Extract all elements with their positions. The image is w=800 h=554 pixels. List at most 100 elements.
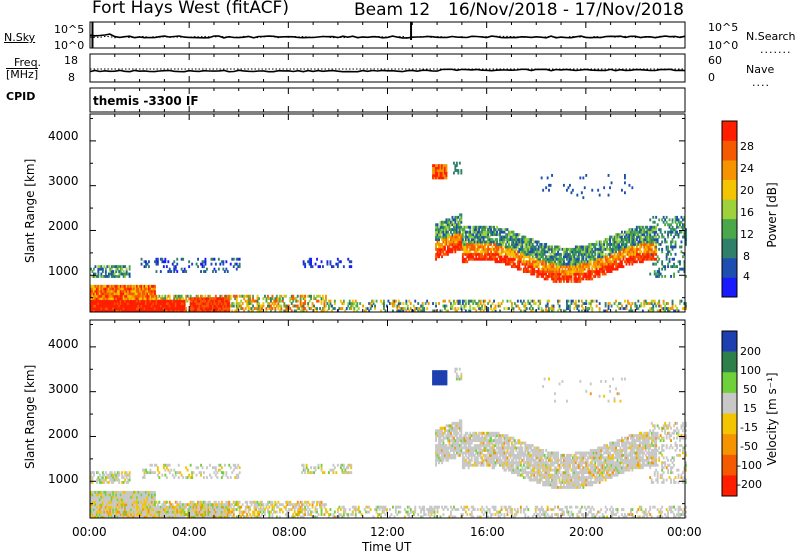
velocity-cell	[127, 510, 130, 514]
power-cell	[493, 299, 495, 303]
power-cell	[588, 267, 591, 271]
power-cell	[139, 297, 141, 301]
velocity-cell	[94, 490, 97, 494]
velocity-cell	[240, 505, 243, 509]
power-cell	[348, 307, 351, 310]
power-cell	[447, 252, 449, 256]
power-cell	[652, 309, 655, 313]
power-cell	[485, 235, 488, 239]
velocity-cell	[106, 500, 109, 504]
velocity-cell	[238, 471, 241, 475]
power-cell	[125, 304, 128, 308]
power-cell	[473, 243, 476, 246]
power-cell	[653, 220, 656, 224]
power-cell	[603, 265, 606, 269]
power-cell	[567, 272, 570, 276]
power-cell	[240, 294, 243, 298]
power-cell	[188, 265, 191, 269]
power-cell	[94, 272, 97, 276]
power-cell	[97, 307, 100, 310]
power-cell	[256, 297, 259, 301]
velocity-cell	[130, 493, 133, 497]
power-cell	[220, 302, 223, 305]
velocity-cell	[115, 476, 118, 479]
power-cell	[476, 238, 479, 241]
power-cell	[109, 284, 112, 288]
power-cell	[246, 304, 249, 308]
power-cell	[447, 247, 449, 251]
power-cell	[481, 255, 484, 259]
velocity-cell	[256, 510, 259, 514]
power-cell	[93, 299, 95, 303]
power-cell	[124, 307, 127, 310]
power-cell	[598, 275, 601, 278]
velocity-cell	[119, 510, 122, 514]
power-cell	[469, 225, 472, 229]
velocity-cell	[177, 463, 180, 467]
velocity-cell	[235, 473, 238, 477]
power-cell	[512, 233, 515, 237]
power-cell	[304, 265, 307, 269]
power-cell	[668, 250, 671, 254]
velocity-cell	[139, 510, 141, 514]
power-cell	[238, 265, 241, 269]
power-cell	[214, 297, 217, 301]
power-cell	[604, 247, 607, 251]
velocity-cell	[183, 515, 186, 519]
power-cell	[316, 257, 318, 261]
velocity-cell	[197, 508, 199, 511]
power-cell	[673, 265, 675, 269]
power-cell	[638, 225, 641, 229]
power-cell	[518, 257, 521, 261]
power-cell	[119, 265, 122, 269]
power-cell	[460, 233, 463, 237]
velocity-cell	[228, 510, 231, 514]
power-cell	[638, 252, 641, 256]
power-cell	[174, 307, 177, 310]
power-cell	[682, 267, 684, 271]
power-cell	[563, 272, 565, 276]
power-cell	[649, 245, 652, 249]
power-cell	[551, 257, 553, 261]
power-cell	[612, 243, 614, 246]
power-cell	[508, 260, 510, 264]
power-cell	[223, 309, 226, 313]
velocity-cell	[210, 515, 213, 519]
power-cell	[485, 233, 488, 237]
power-cell	[524, 265, 527, 269]
power-cell	[499, 255, 501, 259]
power-cell	[152, 304, 155, 308]
velocity-cell	[121, 498, 124, 502]
velocity-cell	[149, 508, 152, 511]
power-cell	[91, 289, 94, 293]
power-cell	[528, 252, 531, 256]
power-cell	[656, 238, 659, 241]
velocity-cell	[128, 495, 131, 499]
power-cell	[631, 243, 634, 246]
velocity-cell	[146, 500, 149, 504]
power-cell	[90, 294, 92, 298]
power-cell	[455, 230, 458, 234]
power-cell	[490, 243, 492, 246]
power-cell	[628, 183, 631, 187]
power-cell	[155, 302, 158, 305]
power-cell	[543, 243, 546, 246]
power-cell	[542, 267, 545, 271]
power-cell	[649, 257, 652, 261]
power-cell	[503, 235, 506, 239]
velocity-cell	[156, 513, 159, 516]
power-cell	[145, 297, 147, 301]
velocity-cell	[264, 513, 266, 516]
power-cell	[561, 277, 564, 281]
power-cell	[531, 238, 534, 241]
power-cell	[189, 309, 192, 313]
power-cell	[481, 252, 484, 256]
power-cell	[435, 245, 437, 249]
power-cell	[115, 307, 118, 310]
velocity-cell	[217, 508, 220, 511]
power-cell	[576, 245, 579, 249]
power-cell	[478, 235, 481, 239]
power-cell	[133, 302, 135, 305]
power-cell	[632, 255, 635, 259]
velocity-cell	[127, 498, 130, 502]
